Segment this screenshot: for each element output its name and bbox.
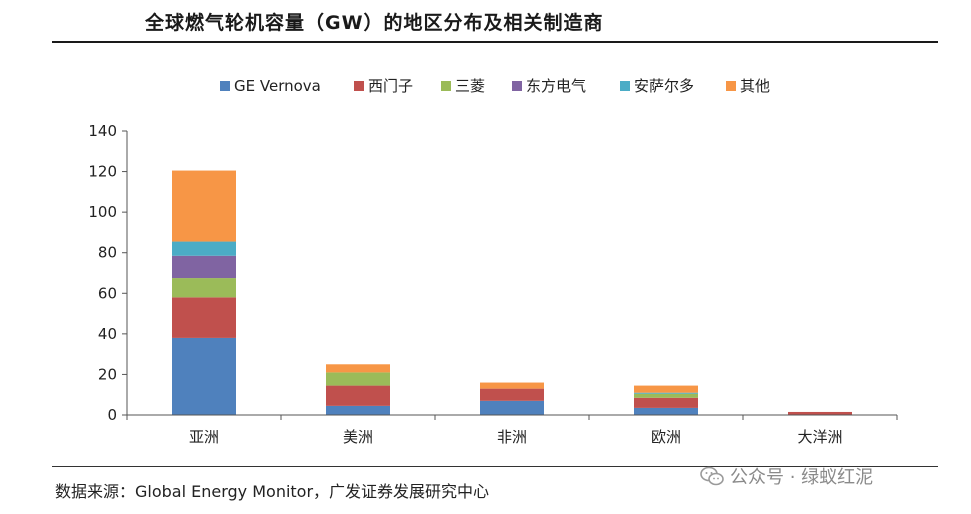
bar-segment bbox=[172, 255, 236, 279]
y-tick-label: 60 bbox=[98, 284, 117, 302]
watermark: 公众号 · 绿蚁红泥 bbox=[700, 463, 873, 489]
y-tick-label: 40 bbox=[98, 325, 117, 343]
x-tick-label: 欧洲 bbox=[651, 428, 681, 446]
y-tick-label: 0 bbox=[107, 406, 117, 424]
x-tick-label: 非洲 bbox=[497, 428, 527, 446]
x-tick-label: 亚洲 bbox=[189, 428, 219, 446]
bar-segment bbox=[172, 337, 236, 415]
watermark-text: 公众号 · 绿蚁红泥 bbox=[730, 467, 874, 488]
legend-swatch bbox=[220, 81, 230, 91]
bar-segment bbox=[634, 392, 698, 394]
bar-segment bbox=[480, 382, 544, 389]
bar-segment bbox=[172, 241, 236, 256]
legend-swatch bbox=[620, 81, 630, 91]
wechat-icon bbox=[700, 466, 724, 486]
legend-label: 西门子 bbox=[368, 77, 413, 95]
bars bbox=[172, 170, 852, 415]
chart-title: 全球燃气轮机容量（GW）的地区分布及相关制造商 bbox=[145, 12, 604, 34]
bar-segment bbox=[788, 411, 852, 415]
y-tick-label: 80 bbox=[98, 244, 117, 262]
bar-segment bbox=[172, 278, 236, 298]
legend-swatch bbox=[512, 81, 522, 91]
bar-segment bbox=[172, 170, 236, 242]
title-divider bbox=[52, 41, 938, 43]
legend-swatch bbox=[441, 81, 451, 91]
legend-swatch bbox=[726, 81, 736, 91]
data-source: 数据来源：Global Energy Monitor，广发证券发展研究中心 bbox=[55, 482, 490, 501]
legend-label: 东方电气 bbox=[526, 77, 586, 95]
bar-segment bbox=[634, 397, 698, 408]
x-tick-label: 大洋洲 bbox=[797, 428, 842, 446]
bar-segment bbox=[480, 400, 544, 415]
bar-segment bbox=[326, 405, 390, 415]
y-tick-label: 100 bbox=[88, 203, 117, 221]
bar-segment bbox=[634, 407, 698, 415]
x-axis: 亚洲 美洲 非洲 欧洲 大洋洲 bbox=[126, 414, 898, 446]
y-tick-label: 140 bbox=[88, 122, 117, 140]
bar-segment bbox=[634, 393, 698, 398]
x-tick-label: 美洲 bbox=[343, 428, 373, 446]
legend-label: 三菱 bbox=[455, 77, 485, 95]
y-tick-label: 20 bbox=[98, 365, 117, 383]
bar-segment bbox=[326, 385, 390, 406]
legend: GE Vernova 西门子 三菱 东方电气 安萨尔多 其他 bbox=[220, 77, 770, 95]
bar-segment bbox=[172, 297, 236, 338]
bar-segment bbox=[326, 372, 390, 386]
legend-label: 其他 bbox=[740, 77, 770, 95]
legend-swatch bbox=[354, 81, 364, 91]
y-axis: 0 20 40 60 80 100 120 140 bbox=[88, 122, 128, 424]
y-tick-label: 120 bbox=[88, 163, 117, 181]
legend-label: GE Vernova bbox=[234, 77, 321, 95]
bar-segment bbox=[634, 385, 698, 393]
footer-divider bbox=[52, 466, 938, 467]
bar-segment bbox=[326, 364, 390, 373]
legend-label: 安萨尔多 bbox=[634, 77, 694, 95]
bar-segment bbox=[480, 388, 544, 401]
